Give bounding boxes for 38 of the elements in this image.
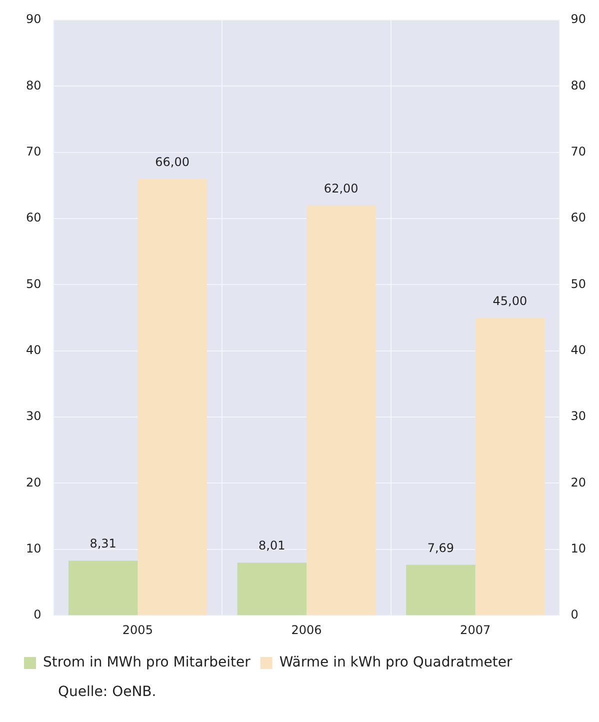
legend-label: Wärme in kWh pro Quadratmeter — [279, 654, 512, 671]
bar — [237, 562, 306, 616]
y-tick-label: 80 — [26, 78, 42, 92]
data-label: 7,69 — [427, 540, 454, 555]
y2-tick-label: 50 — [570, 276, 586, 291]
legend-label: Strom in MWh pro Mitarbeiter — [43, 654, 251, 671]
x-tick-label: 2005 — [122, 622, 153, 637]
source-note: Quelle: OeNB. — [58, 684, 158, 700]
y2-tick-label: 80 — [570, 78, 586, 92]
y2-tick-label: 70 — [570, 144, 586, 158]
data-label: 8,31 — [90, 536, 116, 551]
y-tick-label: 50 — [26, 276, 42, 291]
data-label: 62,00 — [324, 181, 358, 196]
x-tick-label: 2006 — [291, 622, 322, 637]
data-label: 66,00 — [155, 154, 190, 169]
y2-tick-label: 40 — [570, 343, 586, 358]
bar — [475, 318, 545, 616]
y-tick-label: 40 — [26, 343, 42, 358]
bar — [306, 205, 376, 616]
bar — [406, 564, 476, 616]
y-tick-label: 0 — [34, 608, 42, 622]
y-tick-label: 30 — [26, 409, 42, 424]
bar — [68, 560, 138, 616]
y2-tick-label: 10 — [570, 542, 586, 556]
data-label: 8,01 — [258, 538, 286, 553]
y2-tick-label: 0 — [570, 608, 578, 622]
y2-tick-label: 30 — [570, 409, 586, 424]
y2-tick-label: 20 — [570, 475, 586, 490]
y2-tick-label: 90 — [570, 12, 586, 26]
y-tick-label: 60 — [26, 210, 42, 225]
y2-tick-label: 60 — [570, 210, 586, 225]
y-tick-label: 70 — [26, 144, 42, 158]
bar — [138, 178, 207, 616]
data-label: 45,00 — [492, 294, 528, 308]
x-tick-label: 2007 — [460, 622, 491, 637]
y-tick-label: 20 — [26, 475, 42, 490]
y-tick-label: 10 — [26, 542, 42, 556]
y-tick-label: 90 — [26, 12, 42, 26]
